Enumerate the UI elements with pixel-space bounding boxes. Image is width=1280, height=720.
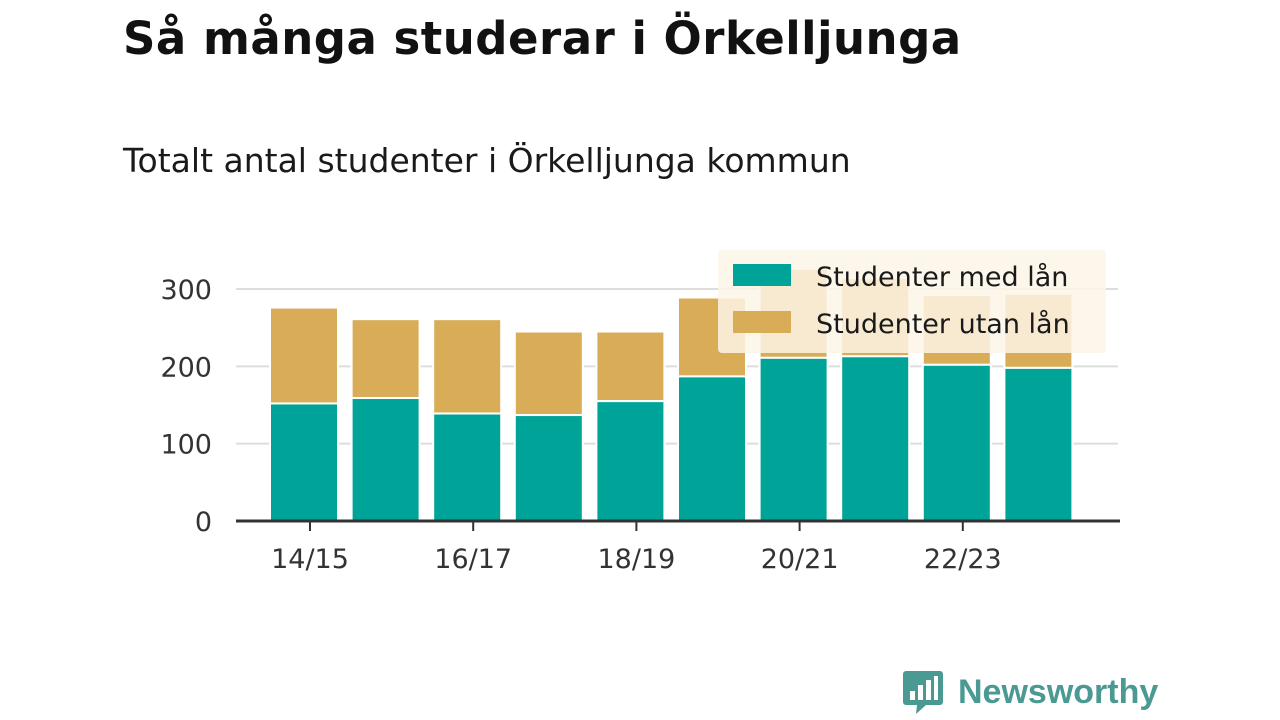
legend-label: Studenter med lån [816, 262, 1068, 293]
bars [269, 267, 1074, 523]
x-tick-label: 22/23 [924, 544, 1002, 575]
y-tick-label: 300 [160, 275, 212, 306]
x-tick-label: 16/17 [434, 544, 512, 575]
bar-studenter-med-lan [921, 363, 992, 522]
legend-background [718, 250, 1106, 353]
bar-studenter-utan-lan [269, 306, 339, 405]
bar-studenter-med-lan [432, 412, 503, 522]
newsworthy-logo-icon [903, 671, 943, 714]
y-tick-label: 200 [160, 352, 212, 383]
legend-swatch [733, 264, 791, 286]
bar-studenter-utan-lan [432, 318, 503, 415]
bar-studenter-med-lan [758, 356, 829, 522]
y-tick-label: 100 [160, 430, 212, 461]
y-tick-label: 0 [195, 507, 212, 538]
bar-studenter-med-lan [1003, 366, 1074, 522]
bar-studenter-med-lan [595, 400, 666, 522]
legend-swatch [733, 311, 791, 333]
bar-studenter-med-lan [350, 397, 421, 523]
y-axis-tick-labels: 0 100 200 300 [160, 275, 212, 538]
bar-studenter-utan-lan [350, 318, 421, 400]
bar-studenter-med-lan [513, 414, 584, 523]
legend: Studenter med lån Studenter utan lån [718, 250, 1106, 353]
bar-studenter-utan-lan [595, 330, 666, 403]
bar-studenter-med-lan [269, 402, 339, 523]
chart-title: Så många studerar i Örkelljunga [123, 12, 962, 65]
bar-studenter-utan-lan [513, 330, 584, 417]
x-tick-label: 20/21 [761, 544, 839, 575]
brand-name: Newsworthy [958, 672, 1159, 711]
x-tick-label: 14/15 [271, 544, 349, 575]
bar-studenter-med-lan [677, 375, 747, 522]
x-axis: 14/15 16/17 18/19 20/21 22/23 [236, 519, 1120, 575]
brand-logo: Newsworthy [902, 669, 1158, 715]
x-tick-label: 18/19 [597, 544, 675, 575]
legend-label: Studenter utan lån [816, 309, 1070, 340]
chart-subtitle: Totalt antal studenter i Örkelljunga kom… [123, 141, 851, 180]
bar-studenter-med-lan [840, 355, 911, 522]
